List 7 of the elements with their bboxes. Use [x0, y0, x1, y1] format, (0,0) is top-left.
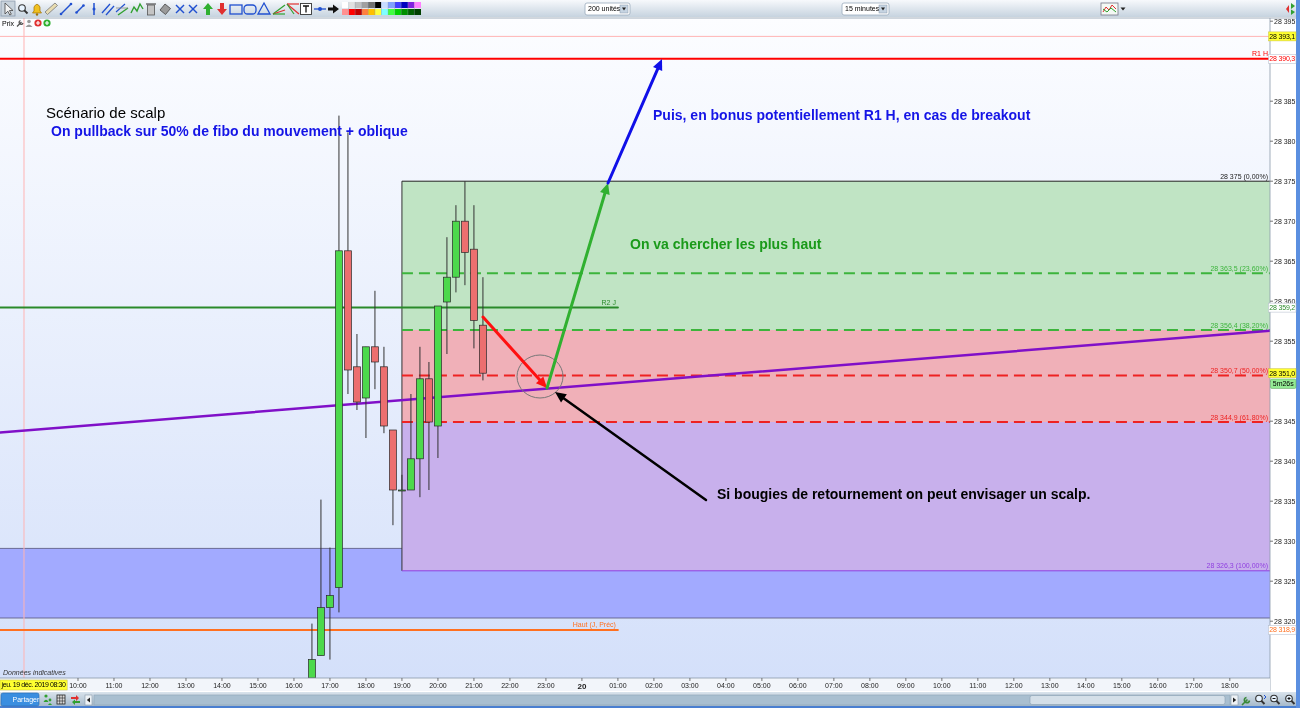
annotation: On va chercher les plus haut [630, 236, 822, 252]
annotation: Puis, en bonus potentiellement R1 H, en cas de breakout [653, 107, 1031, 123]
candlestick [308, 623, 316, 678]
annotation: On pullback sur 50% de fibo du mouvement + oblique [51, 123, 408, 139]
x-tick-label: 20 [577, 681, 587, 691]
annotation: Si bougies de retournement on peut envisager un scalp. [717, 486, 1091, 502]
annotation: Scénario de scalp [46, 104, 166, 121]
